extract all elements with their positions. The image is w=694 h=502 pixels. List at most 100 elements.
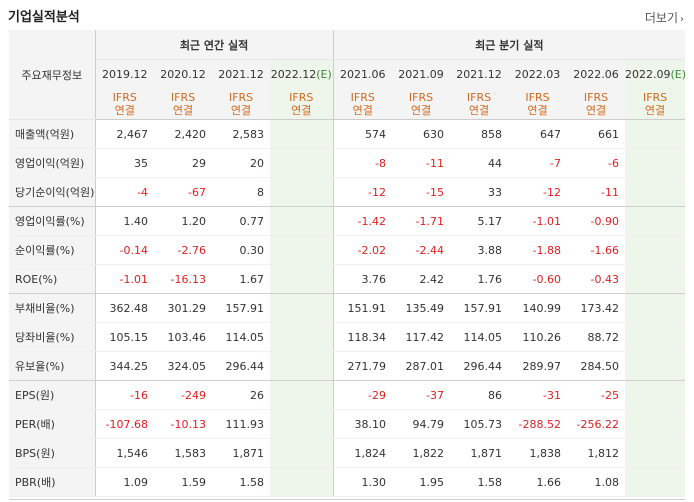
value-cell: 105.15: [95, 322, 154, 352]
period-label: 2021.06: [340, 68, 386, 81]
ifrs-label: IFRS: [642, 91, 668, 104]
table-row: BPS(원) 1,546 1,583 1,871 1,824 1,822 1,871 1,83…: [9, 438, 686, 468]
value-cell: 1.58: [212, 467, 270, 497]
value-cell: 0.77: [212, 206, 270, 236]
value-cell: 2,467: [95, 119, 154, 149]
value-cell: 1.30: [333, 467, 393, 497]
section-title: 기업실적분석: [8, 10, 80, 25]
value-cell: 5.17: [450, 206, 509, 236]
value-cell: -15: [392, 177, 451, 207]
table-row: 영업이익(억원) 35 29 20 -8 -11 44 -7 -6: [9, 148, 686, 178]
value-cell: [625, 119, 686, 149]
row-label: BPS(원): [9, 438, 96, 468]
value-cell: 1,871: [212, 438, 270, 468]
value-cell: -2.76: [154, 235, 212, 265]
consolidated-label: 연결: [114, 104, 135, 117]
value-cell: -288.52: [508, 409, 568, 439]
value-cell: 2,583: [212, 119, 270, 149]
value-cell: 296.44: [450, 351, 509, 381]
row-label: 부채비율(%): [9, 293, 96, 323]
value-cell: 88.72: [567, 322, 626, 352]
value-cell: 1,822: [392, 438, 451, 468]
ifrs-label: IFRS: [583, 91, 609, 104]
value-cell: [625, 351, 686, 381]
table-row: 영업이익률(%) 1.40 1.20 0.77 -1.42 -1.71 5.17 -1.01-…: [9, 206, 686, 236]
value-cell: 1.95: [392, 467, 451, 497]
value-cell: [270, 409, 334, 439]
row-label: ROE(%): [9, 264, 96, 294]
value-cell: 114.05: [212, 322, 270, 352]
value-cell: 647: [508, 119, 568, 149]
estimate-mark: (E): [316, 68, 332, 81]
value-cell: 1.76: [450, 264, 509, 294]
more-link[interactable]: 더보기 ›: [645, 9, 684, 26]
period-label: 2022.12: [270, 68, 317, 81]
ifrs-badge: IFRS 연결: [450, 89, 509, 120]
value-cell: -12: [333, 177, 393, 207]
value-cell: 114.05: [450, 322, 509, 352]
value-cell: -2.02: [333, 235, 393, 265]
value-cell: 1,871: [450, 438, 509, 468]
value-cell: 135.49: [392, 293, 451, 323]
consolidated-label: 연결: [527, 104, 548, 117]
value-cell: 284.50: [567, 351, 626, 381]
value-cell: -0.14: [95, 235, 154, 265]
table-row: 유보율(%) 344.25 324.05 296.44 271.79 287.01 296.…: [9, 351, 686, 381]
value-cell: 2.42: [392, 264, 451, 294]
value-cell: -1.01: [95, 264, 154, 294]
row-label: 매출액(억원): [9, 119, 96, 149]
value-cell: 324.05: [154, 351, 212, 381]
period-header: 2022.06: [567, 59, 626, 89]
value-cell: 1,838: [508, 438, 568, 468]
value-cell: -8: [333, 148, 393, 178]
value-cell: -10.13: [154, 409, 212, 439]
period-header: 2019.12: [95, 59, 154, 89]
value-cell: -4: [95, 177, 154, 207]
value-cell: 1.09: [95, 467, 154, 497]
value-cell: 1,812: [567, 438, 626, 468]
value-cell: -1.66: [567, 235, 626, 265]
value-cell: -11: [567, 177, 626, 207]
consolidated-label: 연결: [172, 104, 194, 117]
ifrs-label: IFRS: [112, 91, 137, 104]
period-header: 2020.12: [154, 59, 212, 89]
value-cell: [270, 119, 334, 149]
value-cell: -0.43: [567, 264, 626, 294]
value-cell: 2,420: [154, 119, 212, 149]
quarter-group-header: 최근 분기 실적: [333, 30, 686, 60]
value-cell: [625, 206, 686, 236]
value-cell: 858: [450, 119, 509, 149]
table-row: 당기순이익(억원) -4 -67 8 -12 -15 33 -12 -11: [9, 177, 686, 207]
value-cell: [625, 148, 686, 178]
value-cell: 296.44: [212, 351, 270, 381]
ifrs-badge: IFRS 연결: [212, 89, 270, 120]
period-label: 2022.06: [573, 68, 619, 81]
ifrs-label: IFRS: [289, 91, 314, 104]
value-cell: -1.71: [392, 206, 451, 236]
value-cell: 3.76: [333, 264, 393, 294]
ifrs-label: IFRS: [525, 91, 550, 104]
value-cell: -6: [567, 148, 626, 178]
consolidated-label: 연결: [230, 104, 252, 117]
value-cell: 1.66: [508, 467, 568, 497]
table-row: PER(배) -107.68 -10.13 111.93 38.10 94.79 105.7…: [9, 409, 686, 439]
value-cell: [625, 438, 686, 468]
consolidated-label: 연결: [352, 104, 373, 117]
value-cell: [625, 235, 686, 265]
ifrs-label: IFRS: [350, 91, 375, 104]
value-cell: 44: [450, 148, 509, 178]
ifrs-badge: IFRS 연결: [392, 89, 451, 120]
value-cell: -12: [508, 177, 568, 207]
value-cell: [270, 293, 334, 323]
ifrs-badge: IFRS 연결: [154, 89, 212, 120]
value-cell: -37: [392, 380, 451, 410]
row-label: 영업이익(억원): [9, 148, 96, 178]
financial-table: 주요재무정보 최근 연간 실적 최근 분기 실적 2019.12 2020.12 2…: [9, 30, 686, 497]
consolidated-label: 연결: [644, 104, 666, 117]
value-cell: 110.26: [508, 322, 568, 352]
value-cell: [270, 438, 334, 468]
ifrs-label: IFRS: [170, 91, 196, 104]
period-label: 2022.09: [625, 68, 671, 81]
value-cell: 1.67: [212, 264, 270, 294]
value-cell: 117.42: [392, 322, 451, 352]
